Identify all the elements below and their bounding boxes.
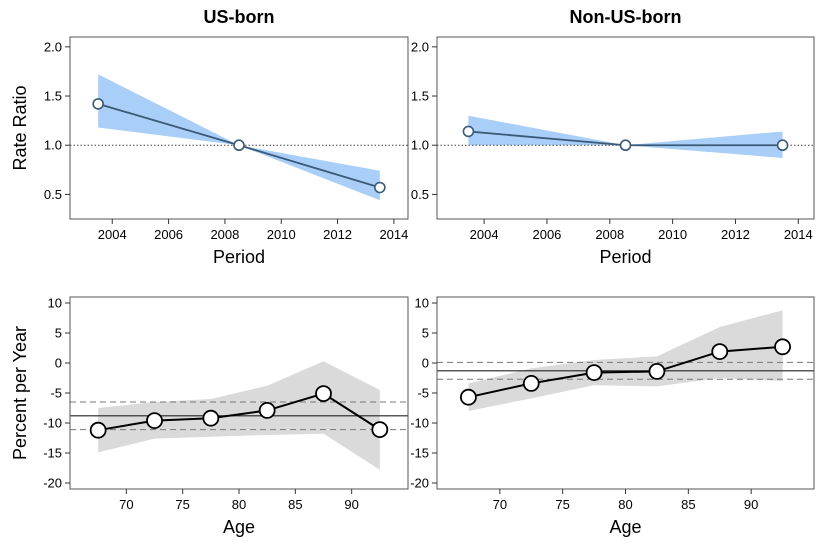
- x-tick-label: 2010: [267, 227, 296, 242]
- x-tick-label: 2010: [658, 227, 687, 242]
- y-tick-label: -10: [410, 416, 429, 431]
- chart-panel-bottom-left: 10 5 0 -5 -10 -15 -20 70 75 80 85 90 Age Percent per …: [10, 296, 409, 537]
- y-tick-label: -20: [410, 476, 429, 491]
- series-line: [97, 392, 381, 432]
- x-tick-label: 2008: [595, 227, 624, 242]
- x-tick-label: 2012: [323, 227, 352, 242]
- y-tick-label: 2.0: [411, 39, 429, 54]
- x-tick-label: 85: [288, 497, 302, 512]
- y-tick-label: 10: [48, 296, 62, 311]
- confidence-band: [468, 310, 783, 411]
- plot-frame: [436, 36, 815, 220]
- confidence-band: [98, 74, 380, 201]
- series-line: [468, 345, 783, 399]
- data-point: [202, 409, 220, 427]
- x-tick-label: 2006: [154, 227, 183, 242]
- x-tick-label: 75: [175, 497, 189, 512]
- data-point: [89, 421, 107, 439]
- y-tick-label: 0.5: [411, 187, 429, 202]
- x-tick-label: 2014: [784, 227, 813, 242]
- x-tick-label: 2008: [210, 227, 239, 242]
- chart-title: Non-US-born: [570, 7, 682, 27]
- y-tick-label: 1.0: [411, 138, 429, 153]
- y-tick-label: 5: [422, 326, 429, 341]
- y-tick-label: -15: [43, 446, 62, 461]
- data-point: [374, 181, 386, 194]
- chart-title: US-born: [204, 7, 275, 27]
- data-point: [371, 421, 389, 439]
- x-tick-label: 90: [744, 497, 758, 512]
- y-tick-label: -5: [50, 386, 62, 401]
- data-point: [585, 364, 603, 382]
- x-tick-label: 85: [681, 497, 695, 512]
- y-tick-label: -15: [410, 446, 429, 461]
- chart-panel-bottom-right: 10 5 0 -5 -10 -15 -20 70 75 80 85 90 Age: [410, 296, 815, 537]
- y-tick-label: 1.5: [411, 89, 429, 104]
- x-tick-label: 2004: [470, 227, 499, 242]
- x-axis-label: Period: [213, 247, 265, 267]
- x-axis-label: Age: [609, 517, 641, 537]
- x-axis-label: Period: [599, 247, 651, 267]
- y-tick-label: -10: [43, 416, 62, 431]
- x-tick-label: 90: [344, 497, 358, 512]
- y-tick-label: -20: [43, 476, 62, 491]
- data-point: [258, 401, 276, 419]
- data-point: [315, 385, 332, 403]
- y-tick-label: 1.0: [44, 138, 62, 153]
- x-tick-label: 2014: [379, 227, 408, 242]
- data-point: [522, 374, 540, 392]
- data-point: [619, 139, 632, 152]
- data-point: [92, 98, 104, 110]
- plot-frame: [69, 36, 409, 220]
- y-tick-label: 1.5: [44, 89, 62, 104]
- data-point: [648, 362, 666, 380]
- x-tick-label: 2004: [98, 227, 127, 242]
- y-tick-label: 0: [55, 356, 62, 371]
- chart-panel-top-right: 0.5 1.0 1.5 2.0 2004 2006 2008 2010 2012 2014 Non-…: [411, 7, 815, 267]
- data-point: [711, 343, 729, 361]
- x-tick-label: 2006: [532, 227, 561, 242]
- data-point: [774, 338, 791, 356]
- x-tick-label: 70: [493, 497, 507, 512]
- data-point: [233, 139, 245, 152]
- data-point: [776, 139, 789, 152]
- x-tick-label: 80: [618, 497, 632, 512]
- x-tick-label: 2012: [721, 227, 750, 242]
- y-tick-label: 10: [415, 296, 429, 311]
- y-tick-label: -5: [417, 386, 429, 401]
- y-tick-label: 0.5: [44, 187, 62, 202]
- y-tick-label: 2.0: [44, 39, 62, 54]
- data-point: [462, 125, 475, 138]
- chart-panel-top-left: 0.5 1.0 1.5 2.0 2004 2006 2008 2010 2012 2014 US-b…: [10, 7, 409, 267]
- y-axis-label: Percent per Year: [10, 326, 30, 460]
- x-axis-label: Age: [223, 517, 255, 537]
- x-tick-label: 70: [119, 497, 133, 512]
- data-point: [460, 388, 477, 406]
- y-tick-label: 5: [55, 326, 62, 341]
- y-axis-label: Rate Ratio: [10, 85, 30, 170]
- confidence-band: [468, 115, 783, 159]
- x-tick-label: 80: [232, 497, 246, 512]
- x-tick-label: 75: [555, 497, 569, 512]
- data-point: [146, 412, 163, 430]
- y-tick-label: 0: [422, 356, 429, 371]
